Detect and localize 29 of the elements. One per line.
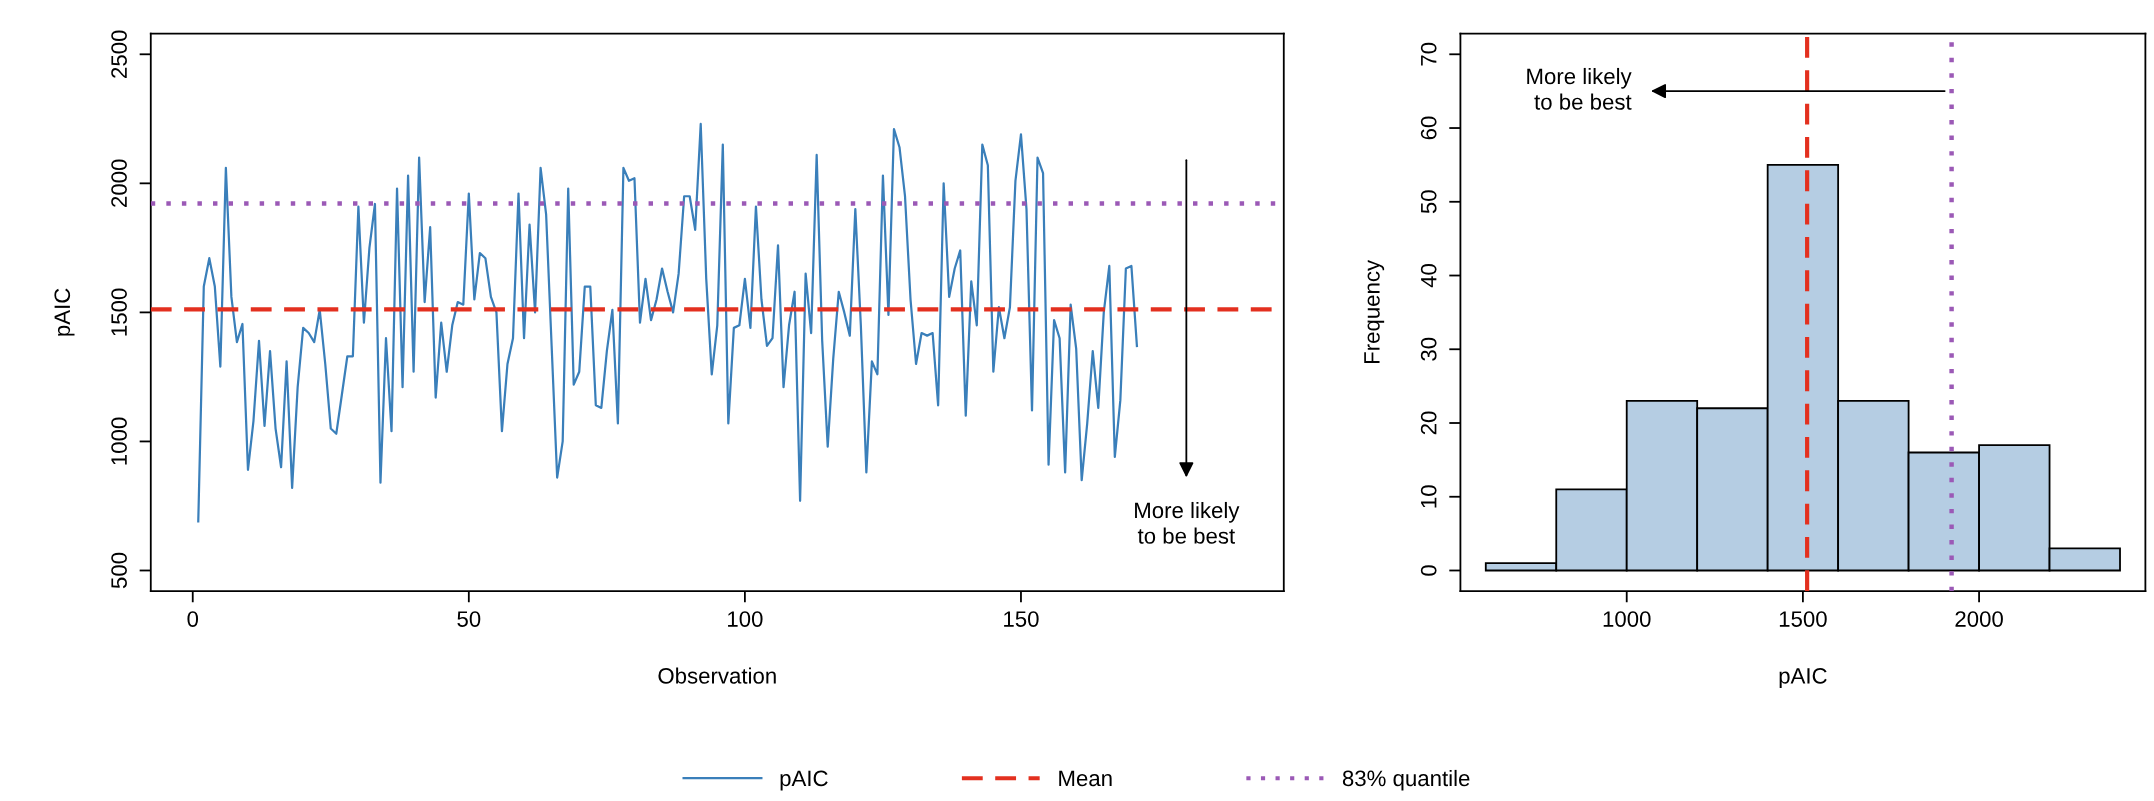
x-tick-label: 150: [1004, 611, 1039, 627]
legend-label: Mean: [1059, 770, 1112, 787]
y-tick-label: 20: [1420, 411, 1437, 435]
x-tick-label: 1500: [1779, 611, 1827, 627]
annotation: More likely to be best: [1135, 501, 1240, 544]
y-tick-label: 1000: [111, 417, 127, 465]
x-tick-label: 2000: [1955, 611, 2003, 627]
y-tick-label: 500: [111, 552, 127, 589]
y-tick-label: 2000: [111, 159, 127, 207]
y-tick-label: 40: [1420, 264, 1437, 288]
y-tick-label: 10: [1420, 485, 1437, 508]
x-axis-title: Observation: [658, 667, 776, 684]
y-tick-label: 70: [1420, 42, 1437, 66]
legend-label: pAIC: [780, 770, 828, 791]
x-tick-label: 100: [728, 611, 763, 627]
y-tick-label: 30: [1420, 337, 1437, 361]
x-tick-label: 0: [187, 611, 199, 627]
x-axis-title: pAIC: [1779, 668, 1827, 689]
annotation: More likely to be best: [1527, 67, 1632, 110]
y-axis-title: pAIC: [54, 288, 75, 336]
y-tick-label: 60: [1420, 116, 1437, 140]
y-tick-label: 50: [1420, 190, 1437, 214]
y-axis-title: Frequency: [1364, 259, 1385, 364]
x-tick-label: 50: [457, 611, 481, 627]
y-tick-label: 2500: [111, 30, 127, 78]
y-tick-label: 0: [1420, 565, 1437, 576]
x-tick-label: 1000: [1603, 611, 1651, 627]
legend-label: 83% quantile: [1342, 769, 1470, 791]
y-tick-label: 1500: [111, 288, 127, 336]
